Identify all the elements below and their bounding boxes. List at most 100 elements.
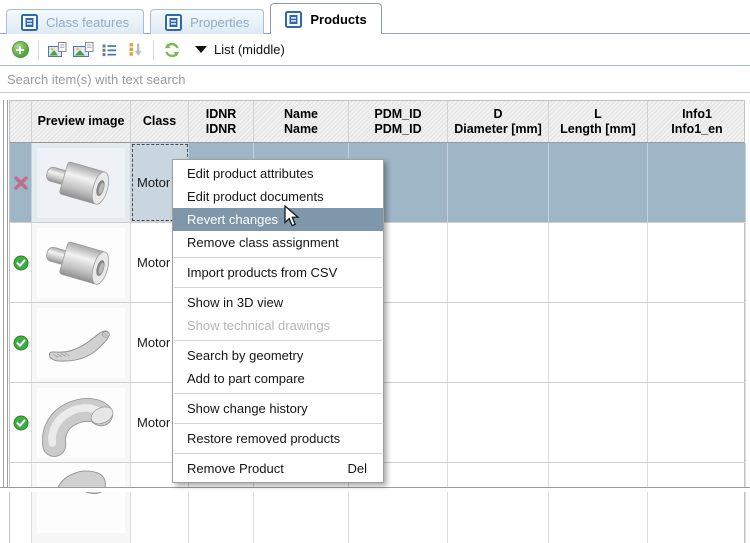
menu-item-revert-changes[interactable]: Revert changes bbox=[173, 208, 383, 231]
menu-item-restore-removed-products[interactable]: Restore removed products bbox=[187, 431, 341, 446]
menu-separator bbox=[174, 257, 382, 258]
diameter-cell[interactable] bbox=[448, 143, 549, 222]
diameter-cell[interactable] bbox=[448, 223, 549, 302]
toolbar-separator bbox=[38, 39, 39, 60]
add-icon bbox=[11, 41, 29, 58]
part-thumbnail bbox=[37, 147, 125, 218]
part-thumbnail bbox=[37, 387, 125, 458]
column-header-status[interactable] bbox=[10, 101, 32, 142]
search-input[interactable] bbox=[0, 67, 750, 92]
menu-separator bbox=[174, 393, 382, 394]
view-mode-label: List (middle) bbox=[214, 42, 285, 57]
column-header-name[interactable]: Name Name bbox=[254, 101, 349, 142]
toolbar-separator bbox=[153, 39, 154, 60]
picture-export-button[interactable] bbox=[44, 37, 70, 63]
chevron-down-icon bbox=[195, 46, 207, 53]
table-header-row: Preview image Class IDNR IDNR Name Name … bbox=[9, 100, 745, 143]
refresh-button[interactable] bbox=[159, 37, 185, 63]
add-product-button[interactable] bbox=[7, 37, 33, 63]
info1-cell[interactable] bbox=[648, 463, 746, 543]
tab-bar: Class features Properties Products bbox=[0, 0, 750, 35]
picture-export-icon bbox=[47, 41, 66, 57]
numbered-list-button[interactable] bbox=[96, 37, 122, 63]
row-status-cell bbox=[10, 383, 32, 462]
info1-cell[interactable] bbox=[648, 223, 746, 302]
menu-item-search-by-geometry[interactable]: Search by geometry bbox=[187, 348, 304, 363]
preview-image-cell[interactable] bbox=[32, 303, 131, 382]
refresh-icon bbox=[164, 42, 180, 57]
column-header-pdm-id[interactable]: PDM_ID PDM_ID bbox=[349, 101, 448, 142]
menu-item-remove-product[interactable]: Remove Product Del bbox=[173, 457, 383, 480]
preview-image-cell[interactable] bbox=[32, 383, 131, 462]
diameter-cell[interactable] bbox=[448, 383, 549, 462]
ok-status-icon bbox=[13, 335, 28, 350]
context-menu: Edit product attributes Edit product doc… bbox=[172, 159, 384, 483]
form-icon bbox=[21, 13, 38, 31]
preview-image-cell[interactable] bbox=[32, 143, 131, 222]
sort-descending-button[interactable] bbox=[122, 37, 148, 63]
pdm-id-cell[interactable] bbox=[349, 303, 448, 382]
menu-item-edit-product-attributes[interactable]: Edit product attributes bbox=[187, 166, 314, 181]
search-bar bbox=[0, 67, 750, 93]
toolbar: List (middle) bbox=[0, 34, 750, 66]
panel-bottom-border bbox=[0, 487, 750, 488]
tab-products[interactable]: Products bbox=[270, 3, 382, 35]
form-icon bbox=[285, 10, 303, 28]
info1-cell[interactable] bbox=[648, 383, 746, 462]
left-splitter[interactable] bbox=[3, 100, 8, 487]
menu-shortcut: Del bbox=[347, 461, 367, 476]
row-status-cell bbox=[10, 223, 32, 302]
sort-descending-icon bbox=[129, 43, 142, 56]
menu-item-show-in-3d-view[interactable]: Show in 3D view bbox=[187, 295, 284, 310]
tab-properties[interactable]: Properties bbox=[150, 9, 265, 34]
column-header-length[interactable]: L Length [mm] bbox=[549, 101, 648, 142]
part-thumbnail bbox=[37, 307, 125, 378]
row-status-cell bbox=[10, 303, 32, 382]
picture-export-alt-button[interactable] bbox=[70, 37, 96, 63]
view-mode-dropdown[interactable]: List (middle) bbox=[189, 40, 291, 59]
length-cell[interactable] bbox=[549, 303, 648, 382]
numbered-list-icon bbox=[102, 44, 116, 56]
menu-separator bbox=[174, 423, 382, 424]
menu-item-edit-product-documents[interactable]: Edit product documents bbox=[187, 189, 324, 204]
length-cell[interactable] bbox=[549, 463, 648, 543]
tab-class-features[interactable]: Class features bbox=[6, 9, 145, 34]
tab-label: Products bbox=[310, 11, 367, 27]
preview-image-cell[interactable] bbox=[32, 223, 131, 302]
panel-bottom-margin bbox=[0, 488, 750, 492]
ok-status-icon bbox=[13, 415, 28, 430]
row-status-cell bbox=[10, 463, 32, 543]
tab-label: Properties bbox=[190, 14, 250, 30]
pdm-id-cell[interactable] bbox=[349, 223, 448, 302]
part-thumbnail bbox=[37, 463, 125, 533]
pdm-id-cell[interactable] bbox=[349, 383, 448, 462]
column-header-idnr[interactable]: IDNR IDNR bbox=[189, 101, 254, 142]
removed-status-icon bbox=[13, 175, 28, 190]
length-cell[interactable] bbox=[549, 383, 648, 462]
column-header-info1[interactable]: Info1 Info1_en bbox=[671, 106, 723, 136]
column-header-preview[interactable]: Preview image bbox=[32, 101, 131, 142]
menu-item-show-change-history[interactable]: Show change history bbox=[187, 401, 308, 416]
menu-separator bbox=[174, 340, 382, 341]
info1-cell[interactable] bbox=[648, 303, 746, 382]
column-header-class[interactable]: Class bbox=[131, 101, 189, 142]
ok-status-icon bbox=[13, 255, 28, 270]
row-status-cell bbox=[10, 143, 32, 222]
menu-item-import-products-from-csv[interactable]: Import products from CSV bbox=[187, 265, 338, 280]
diameter-cell[interactable] bbox=[448, 463, 549, 543]
tab-label: Class features bbox=[46, 14, 130, 30]
diameter-cell[interactable] bbox=[448, 303, 549, 382]
menu-item-add-to-part-compare[interactable]: Add to part compare bbox=[187, 371, 305, 386]
preview-image-cell[interactable] bbox=[32, 463, 131, 543]
menu-item-show-technical-drawings: Show technical drawings bbox=[187, 318, 331, 333]
length-cell[interactable] bbox=[549, 223, 648, 302]
column-header-diameter[interactable]: D Diameter [mm] bbox=[448, 101, 549, 142]
form-icon bbox=[165, 13, 183, 31]
length-cell[interactable] bbox=[549, 143, 648, 222]
picture-export-alt-icon bbox=[72, 41, 93, 57]
menu-separator bbox=[174, 287, 382, 288]
info1-cell[interactable] bbox=[648, 143, 746, 222]
menu-separator bbox=[174, 453, 382, 454]
part-thumbnail bbox=[37, 227, 125, 298]
menu-item-remove-class-assignment[interactable]: Remove class assignment bbox=[187, 235, 339, 250]
